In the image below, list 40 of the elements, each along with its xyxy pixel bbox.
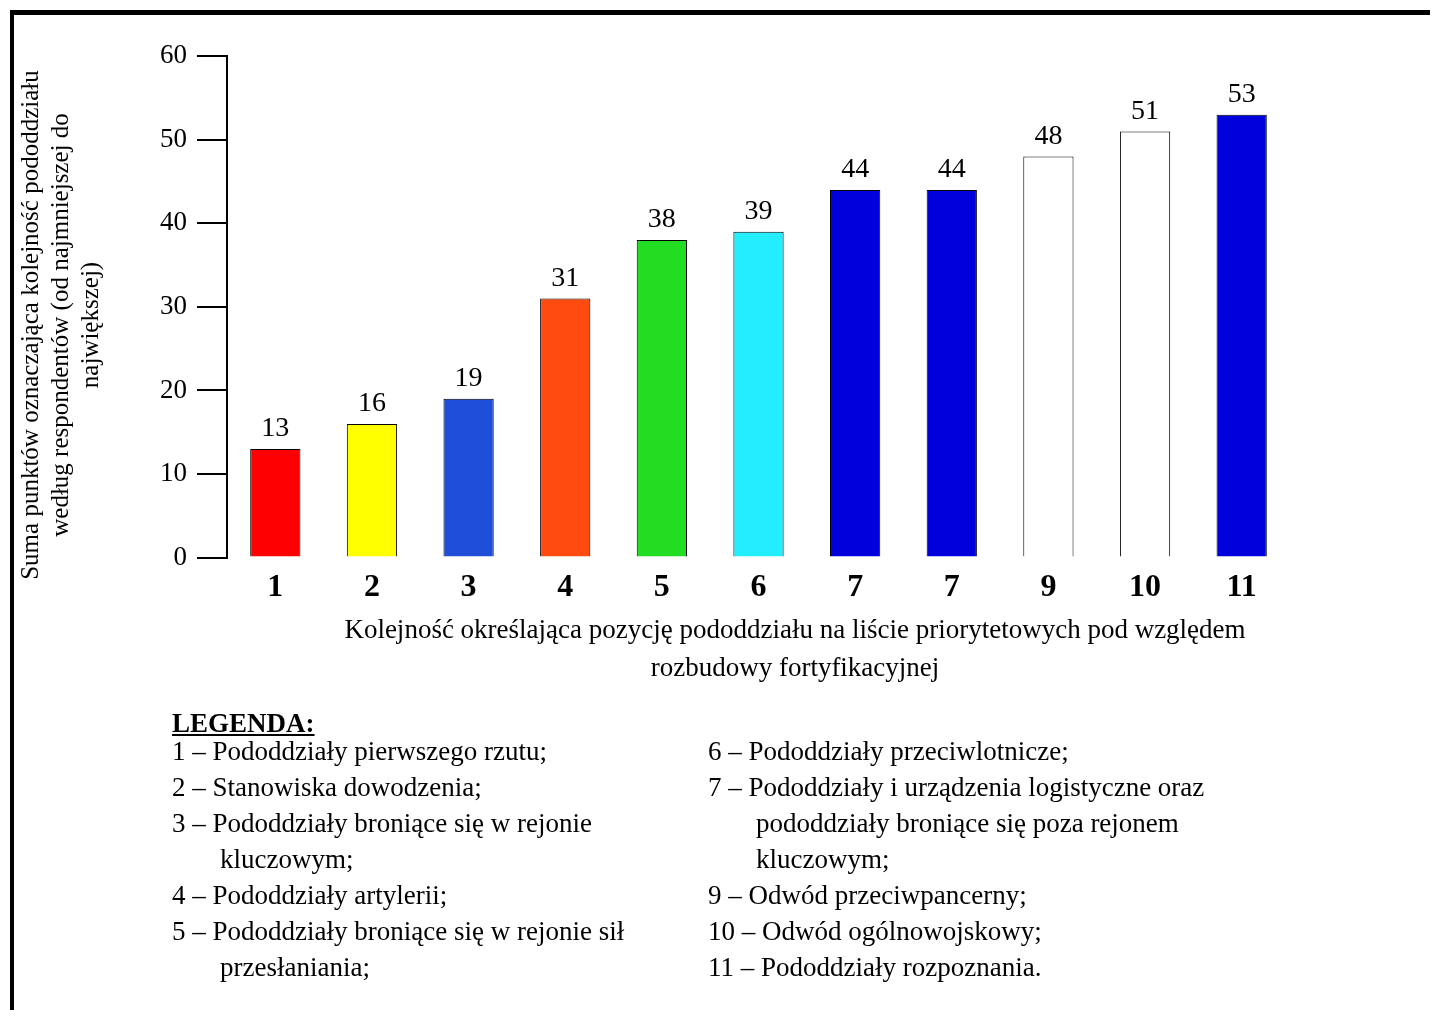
x-tick-label: 7 xyxy=(847,567,864,604)
data-label: 53 xyxy=(1227,77,1256,109)
y-tick-label: 0 xyxy=(173,540,187,571)
data-label: 44 xyxy=(937,152,966,184)
y-tick-label: 10 xyxy=(160,457,187,488)
text: 9 – Odwód przeciwpancerny; xyxy=(708,879,1028,912)
x-tick-label: 9 xyxy=(1040,567,1057,604)
x-tick-label: 1 xyxy=(267,567,284,604)
y-axis-title: Suma punktów oznaczająca kolejność pododdziału według respondentów (od najmniejszej do największej) xyxy=(15,69,104,582)
data-label: 38 xyxy=(647,202,676,234)
text: 7 – Pododdziały i urządzenia logistyczne oraz pododdziały broniące się poza rejonem kluczowym; xyxy=(708,771,1206,876)
x-axis-title: Kolejność określająca pozycję pododdziału na liście priorytetowych pod względem rozbudowy fortyfikacyjnej xyxy=(343,613,1247,684)
text: 5 – Pododdziały broniące się w rejonie sił przesłaniania; xyxy=(172,915,626,984)
x-tick-label: 10 xyxy=(1129,567,1162,604)
text: 2 – Stanowiska dowodzenia; xyxy=(172,771,483,804)
data-label: 51 xyxy=(1131,93,1160,125)
text: 10 – Odwód ogólnowojskowy; xyxy=(708,915,1043,948)
text: 6 – Pododdziały przeciwlotnicze; xyxy=(708,735,1070,768)
text: 4 – Pododdziały artylerii; xyxy=(172,879,449,912)
y-tick-label: 40 xyxy=(160,206,187,237)
data-label: 19 xyxy=(454,361,483,393)
data-label: 16 xyxy=(357,386,386,418)
y-tick-label: 60 xyxy=(160,39,187,70)
y-tick-label: 50 xyxy=(160,122,187,153)
x-tick-label: 7 xyxy=(943,567,960,604)
x-tick-label: 6 xyxy=(750,567,767,604)
data-label: 13 xyxy=(261,411,290,443)
text: 11 – Pododdziały rozpoznania. xyxy=(708,951,1043,984)
x-tick-label: 5 xyxy=(653,567,670,604)
y-tick-label: 30 xyxy=(160,289,187,320)
data-label: 31 xyxy=(551,260,580,292)
x-tick-label: 2 xyxy=(363,567,380,604)
x-tick-label: 3 xyxy=(460,567,477,604)
x-tick-label: 11 xyxy=(1226,567,1257,604)
data-label: 48 xyxy=(1034,118,1063,150)
data-label: 44 xyxy=(841,152,870,184)
text: 3 – Pododdziały broniące się w rejonie kluczowym; xyxy=(172,807,593,876)
x-tick-label: 4 xyxy=(557,567,574,604)
y-tick-label: 20 xyxy=(160,373,187,404)
data-label: 39 xyxy=(744,194,773,226)
